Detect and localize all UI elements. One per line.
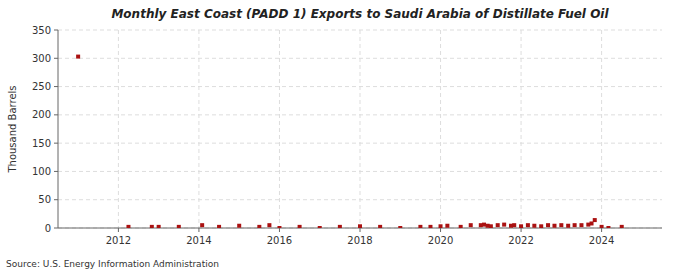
point [546,223,550,227]
point [539,224,543,228]
point [318,226,322,228]
x-tick [440,228,441,232]
point [620,225,624,228]
point [358,224,362,228]
y-tick-label: 200 [32,109,51,120]
y-tick-label: 250 [32,81,51,92]
point [593,218,597,222]
y-tick [54,58,58,59]
y-tick [54,30,58,31]
point [338,225,342,228]
y-tick-label: 100 [32,166,51,177]
x-tick [198,228,199,232]
point [298,225,302,228]
title: Monthly East Coast (PADD 1) Exports to S… [111,7,609,21]
x-tick [279,228,280,232]
point [76,55,80,59]
point [177,225,181,228]
point [267,223,271,227]
point [496,223,500,227]
grid-line [198,30,199,228]
point [526,223,530,227]
point [126,225,130,228]
point [519,224,523,228]
point [277,226,281,228]
point [459,225,463,228]
x-tick [360,228,361,232]
point [378,225,382,228]
point [600,225,604,228]
y-tick-label: 150 [32,138,51,149]
point [559,223,563,227]
point [237,224,241,228]
point [606,226,610,228]
y-tick [54,143,58,144]
y-tick-label: 0 [45,223,51,234]
y-tick-label: 50 [38,194,51,205]
x-tick-label: 2024 [589,235,614,246]
x-tick-label: 2020 [428,235,453,246]
y-tick [54,228,58,229]
grid-line [279,30,280,228]
point [428,225,432,228]
grid-line [360,30,361,228]
point [552,224,556,228]
point [532,224,536,228]
grid-line [521,30,522,228]
point [150,225,154,228]
point [502,223,506,227]
point [566,224,570,228]
x-tick [521,228,522,232]
point [157,225,161,228]
x-tick [118,228,119,232]
x-tick-label: 2016 [267,235,292,246]
y-tick-label: 350 [32,25,51,36]
y-tick [54,114,58,115]
x-tick-label: 2014 [186,235,211,246]
point [445,224,449,228]
grid-line [601,30,602,228]
source: Source: U.S. Energy Information Administ… [6,259,219,269]
x-tick [601,228,602,232]
y-tick [54,199,58,200]
x-tick-label: 2018 [347,235,372,246]
y-axis-label: Thousand Barrels [7,85,18,173]
point [573,223,577,227]
point [217,225,221,228]
point [200,223,204,227]
grid-line [118,30,119,228]
point [489,224,493,228]
y-tick [54,171,58,172]
point [482,223,486,227]
y-axis [58,30,59,228]
point [439,224,443,228]
points [76,55,624,228]
point [579,223,583,227]
chart: 0 50 100 150 200 250 300 350 2012 2014 2016 2018 202… [0,0,675,275]
grid-line [440,30,441,228]
point [418,225,422,228]
point [398,226,402,228]
background [0,0,675,275]
y-tick-label: 300 [32,53,51,64]
point [469,223,473,227]
point [257,225,261,228]
x-tick-label: 2012 [106,235,131,246]
y-tick [54,86,58,87]
point [512,223,516,227]
x-tick-label: 2022 [508,235,533,246]
